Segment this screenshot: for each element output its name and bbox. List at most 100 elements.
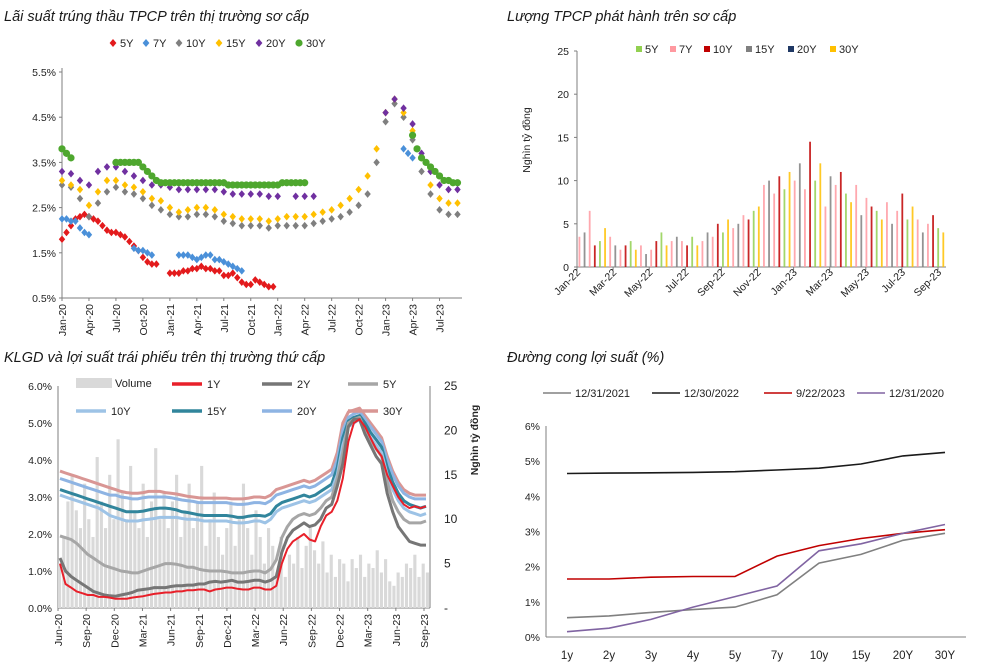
issuance-bar xyxy=(814,180,817,267)
point xyxy=(391,95,398,103)
point xyxy=(274,221,281,230)
point xyxy=(211,185,219,194)
point xyxy=(265,224,272,232)
issuance-bar xyxy=(747,219,750,267)
issuance-bar xyxy=(716,223,719,267)
x-tick-label: Apr-21 xyxy=(192,304,204,336)
point xyxy=(220,271,227,280)
point xyxy=(139,163,147,171)
volume-bar xyxy=(195,501,200,608)
volume-bar xyxy=(300,568,304,608)
point xyxy=(292,192,299,201)
point xyxy=(337,201,344,210)
point xyxy=(76,194,84,203)
x-tick-label: Apr-23 xyxy=(408,304,420,336)
volume-bar xyxy=(145,536,149,608)
issuance-bar xyxy=(665,245,668,267)
legend-swatch-volume xyxy=(76,378,112,388)
volume-bar xyxy=(262,563,266,608)
point xyxy=(193,185,201,194)
volume-bar xyxy=(58,563,62,608)
volume-bar xyxy=(379,572,383,608)
point xyxy=(301,212,308,221)
x-tick-label: Jul-23 xyxy=(435,304,447,333)
legend-label: 9/22/2023 xyxy=(796,388,845,400)
volume-bar xyxy=(99,501,103,608)
issuance-bar xyxy=(578,236,581,267)
x-tick-label: Dec-20 xyxy=(109,614,121,648)
volume-bar xyxy=(120,492,124,608)
point xyxy=(202,203,210,212)
point xyxy=(184,206,192,214)
point xyxy=(85,201,93,210)
issuance-bar xyxy=(675,236,678,267)
volume-bar xyxy=(384,559,388,608)
y-tick-label: 2.5% xyxy=(32,203,56,215)
series-line-2y xyxy=(58,417,426,598)
point xyxy=(58,145,66,153)
point xyxy=(184,212,192,221)
point xyxy=(220,258,227,266)
point xyxy=(216,255,223,264)
point xyxy=(426,163,435,171)
legend-label: 5Y xyxy=(120,38,134,50)
point xyxy=(202,264,210,273)
curve-line-9-22-2023 xyxy=(567,528,946,580)
point xyxy=(85,212,93,221)
issuance-bar xyxy=(834,184,837,267)
legend-marker xyxy=(109,39,117,47)
y-tick-label: 1.0% xyxy=(28,566,52,578)
point xyxy=(328,206,335,214)
point xyxy=(220,210,227,219)
point xyxy=(229,219,236,228)
point xyxy=(247,221,254,230)
issuance-bar xyxy=(706,232,709,267)
point xyxy=(292,212,299,221)
point xyxy=(157,197,165,205)
point xyxy=(346,208,353,216)
series-30y xyxy=(58,131,462,189)
y-tick-label: 4.5% xyxy=(32,112,56,124)
x-tick-label: 2y xyxy=(603,650,615,662)
point xyxy=(400,145,407,153)
point xyxy=(139,253,147,262)
point xyxy=(301,179,309,187)
y-right-tick-label: 5 xyxy=(444,557,451,571)
point xyxy=(270,282,277,291)
issuance-bar xyxy=(583,232,586,267)
legend-marker xyxy=(175,39,183,47)
y-tick-label: 4% xyxy=(525,491,540,503)
x-tick-label: Jun-22 xyxy=(278,614,290,646)
volume-bar xyxy=(183,510,187,608)
issuance-bar xyxy=(788,171,791,267)
legend-label: 5Y xyxy=(645,44,659,56)
point xyxy=(229,212,236,221)
point xyxy=(62,149,71,157)
series-10y xyxy=(58,99,461,232)
point xyxy=(99,221,106,230)
point xyxy=(391,99,398,108)
primary-yield-legend: 5Y 7Y 10Y 15Y 20Y 30Y xyxy=(109,38,326,50)
issuance-bar xyxy=(624,245,627,267)
point xyxy=(184,267,192,275)
volume-bar xyxy=(133,510,137,608)
issuance-bar xyxy=(727,219,729,267)
point xyxy=(427,190,434,198)
point xyxy=(431,167,439,176)
point xyxy=(175,269,183,277)
issuance-bar xyxy=(650,249,653,267)
point xyxy=(166,210,174,219)
point xyxy=(328,215,335,223)
point xyxy=(67,221,75,230)
y-right-tick-label: 25 xyxy=(444,379,458,393)
yield-curve-panel: Đường cong lợi suất (%) 12/31/2021 12/30/… xyxy=(507,350,966,662)
volume-bar xyxy=(409,568,413,608)
point xyxy=(134,158,143,166)
legend-swatch xyxy=(830,46,836,52)
volume-bar xyxy=(271,545,275,608)
yield-curve-series xyxy=(566,451,946,633)
volume-bar xyxy=(108,474,112,608)
volume-bar xyxy=(363,576,367,608)
x-tick-label: Jul-22 xyxy=(663,267,692,296)
point xyxy=(400,104,407,112)
